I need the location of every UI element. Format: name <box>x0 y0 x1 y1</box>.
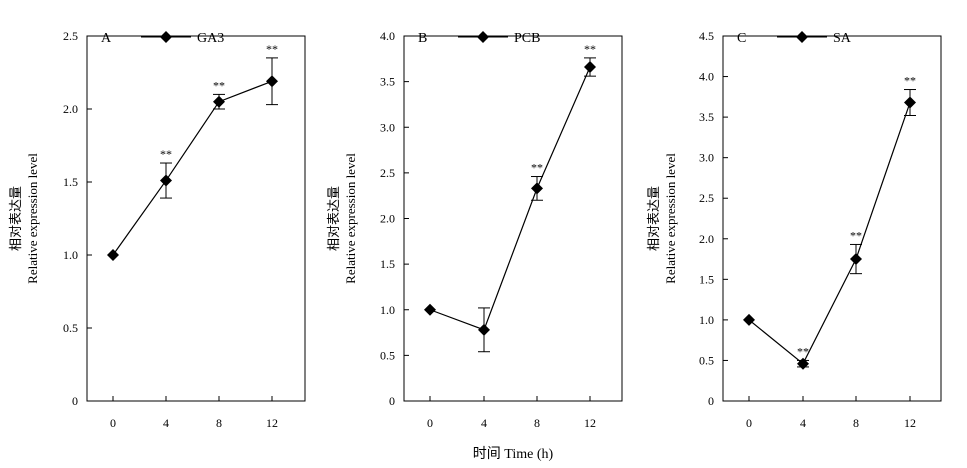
y-tick-label: 1.0 <box>699 313 714 327</box>
significance-label: ** <box>266 42 278 56</box>
significance-label: ** <box>531 161 543 175</box>
x-tick-label: 4 <box>481 416 487 430</box>
x-tick-label: 0 <box>746 416 752 430</box>
y-tick-label: 0.5 <box>699 353 714 367</box>
y-tick-label: 3.0 <box>699 151 714 165</box>
plot-frame <box>722 35 942 402</box>
significance-label: ** <box>850 228 862 242</box>
y-tick-label: 4.0 <box>699 70 714 84</box>
data-point <box>160 174 172 187</box>
x-tick-label: 4 <box>800 416 806 430</box>
panel-letter: A <box>101 31 112 46</box>
significance-label: ** <box>904 74 916 88</box>
significance-label: ** <box>160 147 172 161</box>
legend-label: PCB <box>514 31 540 46</box>
data-point <box>904 96 916 109</box>
y-tick-label: 0.5 <box>380 348 395 362</box>
data-point <box>743 313 755 326</box>
y-axis-title-cn: 相对表达量 <box>646 186 661 251</box>
legend-marker <box>160 31 172 43</box>
y-axis-title-en: Relative expression level <box>663 153 678 284</box>
y-tick-label: 1.0 <box>380 303 395 317</box>
series-line <box>748 102 911 365</box>
data-point <box>797 357 809 370</box>
y-tick-label: 0 <box>389 394 395 408</box>
x-tick-label: 4 <box>163 416 169 430</box>
panel-letter: C <box>737 31 746 46</box>
x-tick-label: 0 <box>110 416 116 430</box>
y-tick-label: 2.0 <box>380 212 395 226</box>
x-tick-label: 0 <box>427 416 433 430</box>
panel-a: 0 0.5 1.0 1.5 2.0 2.5 0 4 8 12 相对表达量 Relative expre… <box>8 29 306 430</box>
panel-c: 0 0.5 1.0 1.5 2.0 2.5 3.0 3.5 4.0 4.5 0 4 8 12 相对表达量 Re… <box>646 29 942 430</box>
plot-frame <box>86 35 306 402</box>
y-axis-title-cn: 相对表达量 <box>8 186 23 251</box>
data-point <box>584 61 596 74</box>
y-tick-label: 2.0 <box>699 232 714 246</box>
y-tick-label: 0 <box>708 394 714 408</box>
y-tick-label: 1.5 <box>699 272 714 286</box>
y-axis-title-en: Relative expression level <box>25 153 40 284</box>
data-point <box>213 95 225 108</box>
x-tick-label: 12 <box>266 416 278 430</box>
plot-frame <box>403 35 623 402</box>
y-tick-label: 2.0 <box>63 102 78 116</box>
y-tick-label: 2.5 <box>63 29 78 43</box>
legend-label: GA3 <box>197 31 224 46</box>
series-line <box>112 80 273 256</box>
y-tick-label: 3.5 <box>380 75 395 89</box>
x-tick-label: 12 <box>584 416 596 430</box>
panel-b: 0 0.5 1.0 1.5 2.0 2.5 3.0 3.5 4.0 0 4 8 12 相对表达量 Relat… <box>326 29 623 430</box>
x-tick-label: 8 <box>534 416 540 430</box>
data-point <box>107 249 119 261</box>
data-point <box>531 182 543 195</box>
data-point <box>478 323 490 336</box>
significance-label: ** <box>584 42 596 56</box>
legend-label: SA <box>833 31 852 46</box>
significance-label: ** <box>797 344 809 358</box>
y-axis-title-cn: 相对表达量 <box>326 186 341 251</box>
significance-label: ** <box>213 78 225 92</box>
x-tick-label: 12 <box>904 416 916 430</box>
series-line <box>429 66 591 331</box>
y-axis-title-en: Relative expression level <box>343 153 358 284</box>
y-tick-label: 3.0 <box>380 120 395 134</box>
x-tick-label: 8 <box>216 416 222 430</box>
y-tick-label: 1.0 <box>63 248 78 262</box>
panel-letter: B <box>418 31 427 46</box>
y-tick-label: 1.5 <box>63 175 78 189</box>
data-point <box>424 303 436 316</box>
y-tick-label: 0 <box>72 394 78 408</box>
data-point <box>266 75 278 88</box>
x-tick-label: 8 <box>853 416 859 430</box>
legend-marker <box>796 31 808 43</box>
y-tick-label: 2.5 <box>380 166 395 180</box>
x-axis-title: 时间 Time (h) <box>473 446 554 462</box>
y-tick-label: 4.0 <box>380 29 395 43</box>
legend-marker <box>477 31 489 43</box>
y-tick-label: 3.5 <box>699 110 714 124</box>
data-point <box>850 253 862 266</box>
y-tick-label: 0.5 <box>63 321 78 335</box>
y-tick-label: 1.5 <box>380 257 395 271</box>
y-tick-label: 2.5 <box>699 191 714 205</box>
y-tick-label: 4.5 <box>699 29 714 43</box>
